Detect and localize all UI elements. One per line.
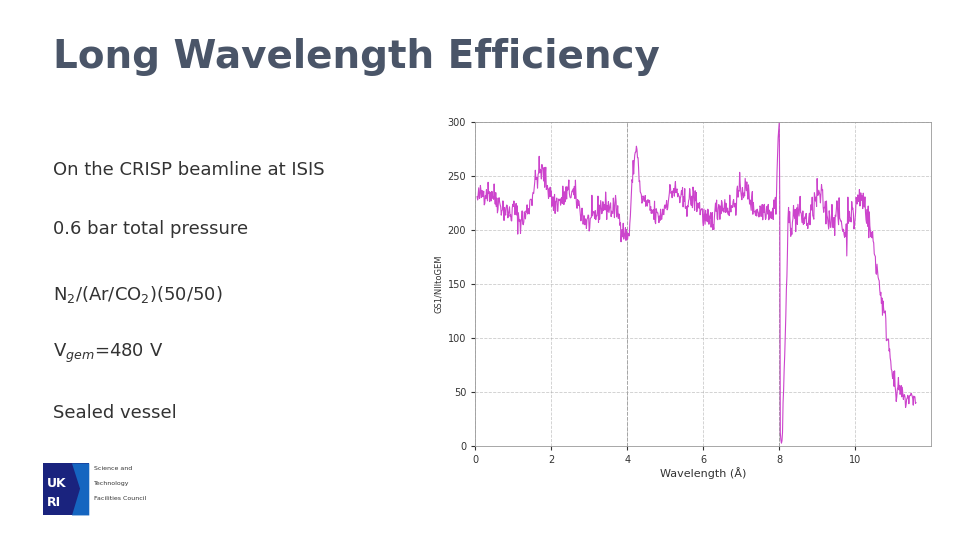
Text: Facilities Council: Facilities Council	[94, 496, 146, 501]
Text: Long Wavelength Efficiency: Long Wavelength Efficiency	[53, 38, 660, 76]
Text: UK: UK	[47, 477, 66, 490]
Text: V$_{gem}$=480 V: V$_{gem}$=480 V	[53, 342, 163, 365]
Y-axis label: GS1/NlItoGEM: GS1/NlItoGEM	[434, 254, 444, 313]
Text: N$_2$/(Ar/CO$_2$)(50/50): N$_2$/(Ar/CO$_2$)(50/50)	[53, 284, 223, 305]
Polygon shape	[72, 463, 89, 515]
Text: RI: RI	[47, 496, 60, 509]
Text: Technology: Technology	[94, 481, 130, 487]
Text: On the CRISP beamline at ISIS: On the CRISP beamline at ISIS	[53, 161, 324, 179]
FancyBboxPatch shape	[43, 463, 89, 515]
Text: Sealed vessel: Sealed vessel	[53, 404, 177, 422]
X-axis label: Wavelength (Å): Wavelength (Å)	[660, 467, 746, 479]
Text: Science and: Science and	[94, 467, 132, 471]
Text: 0.6 bar total pressure: 0.6 bar total pressure	[53, 220, 248, 239]
